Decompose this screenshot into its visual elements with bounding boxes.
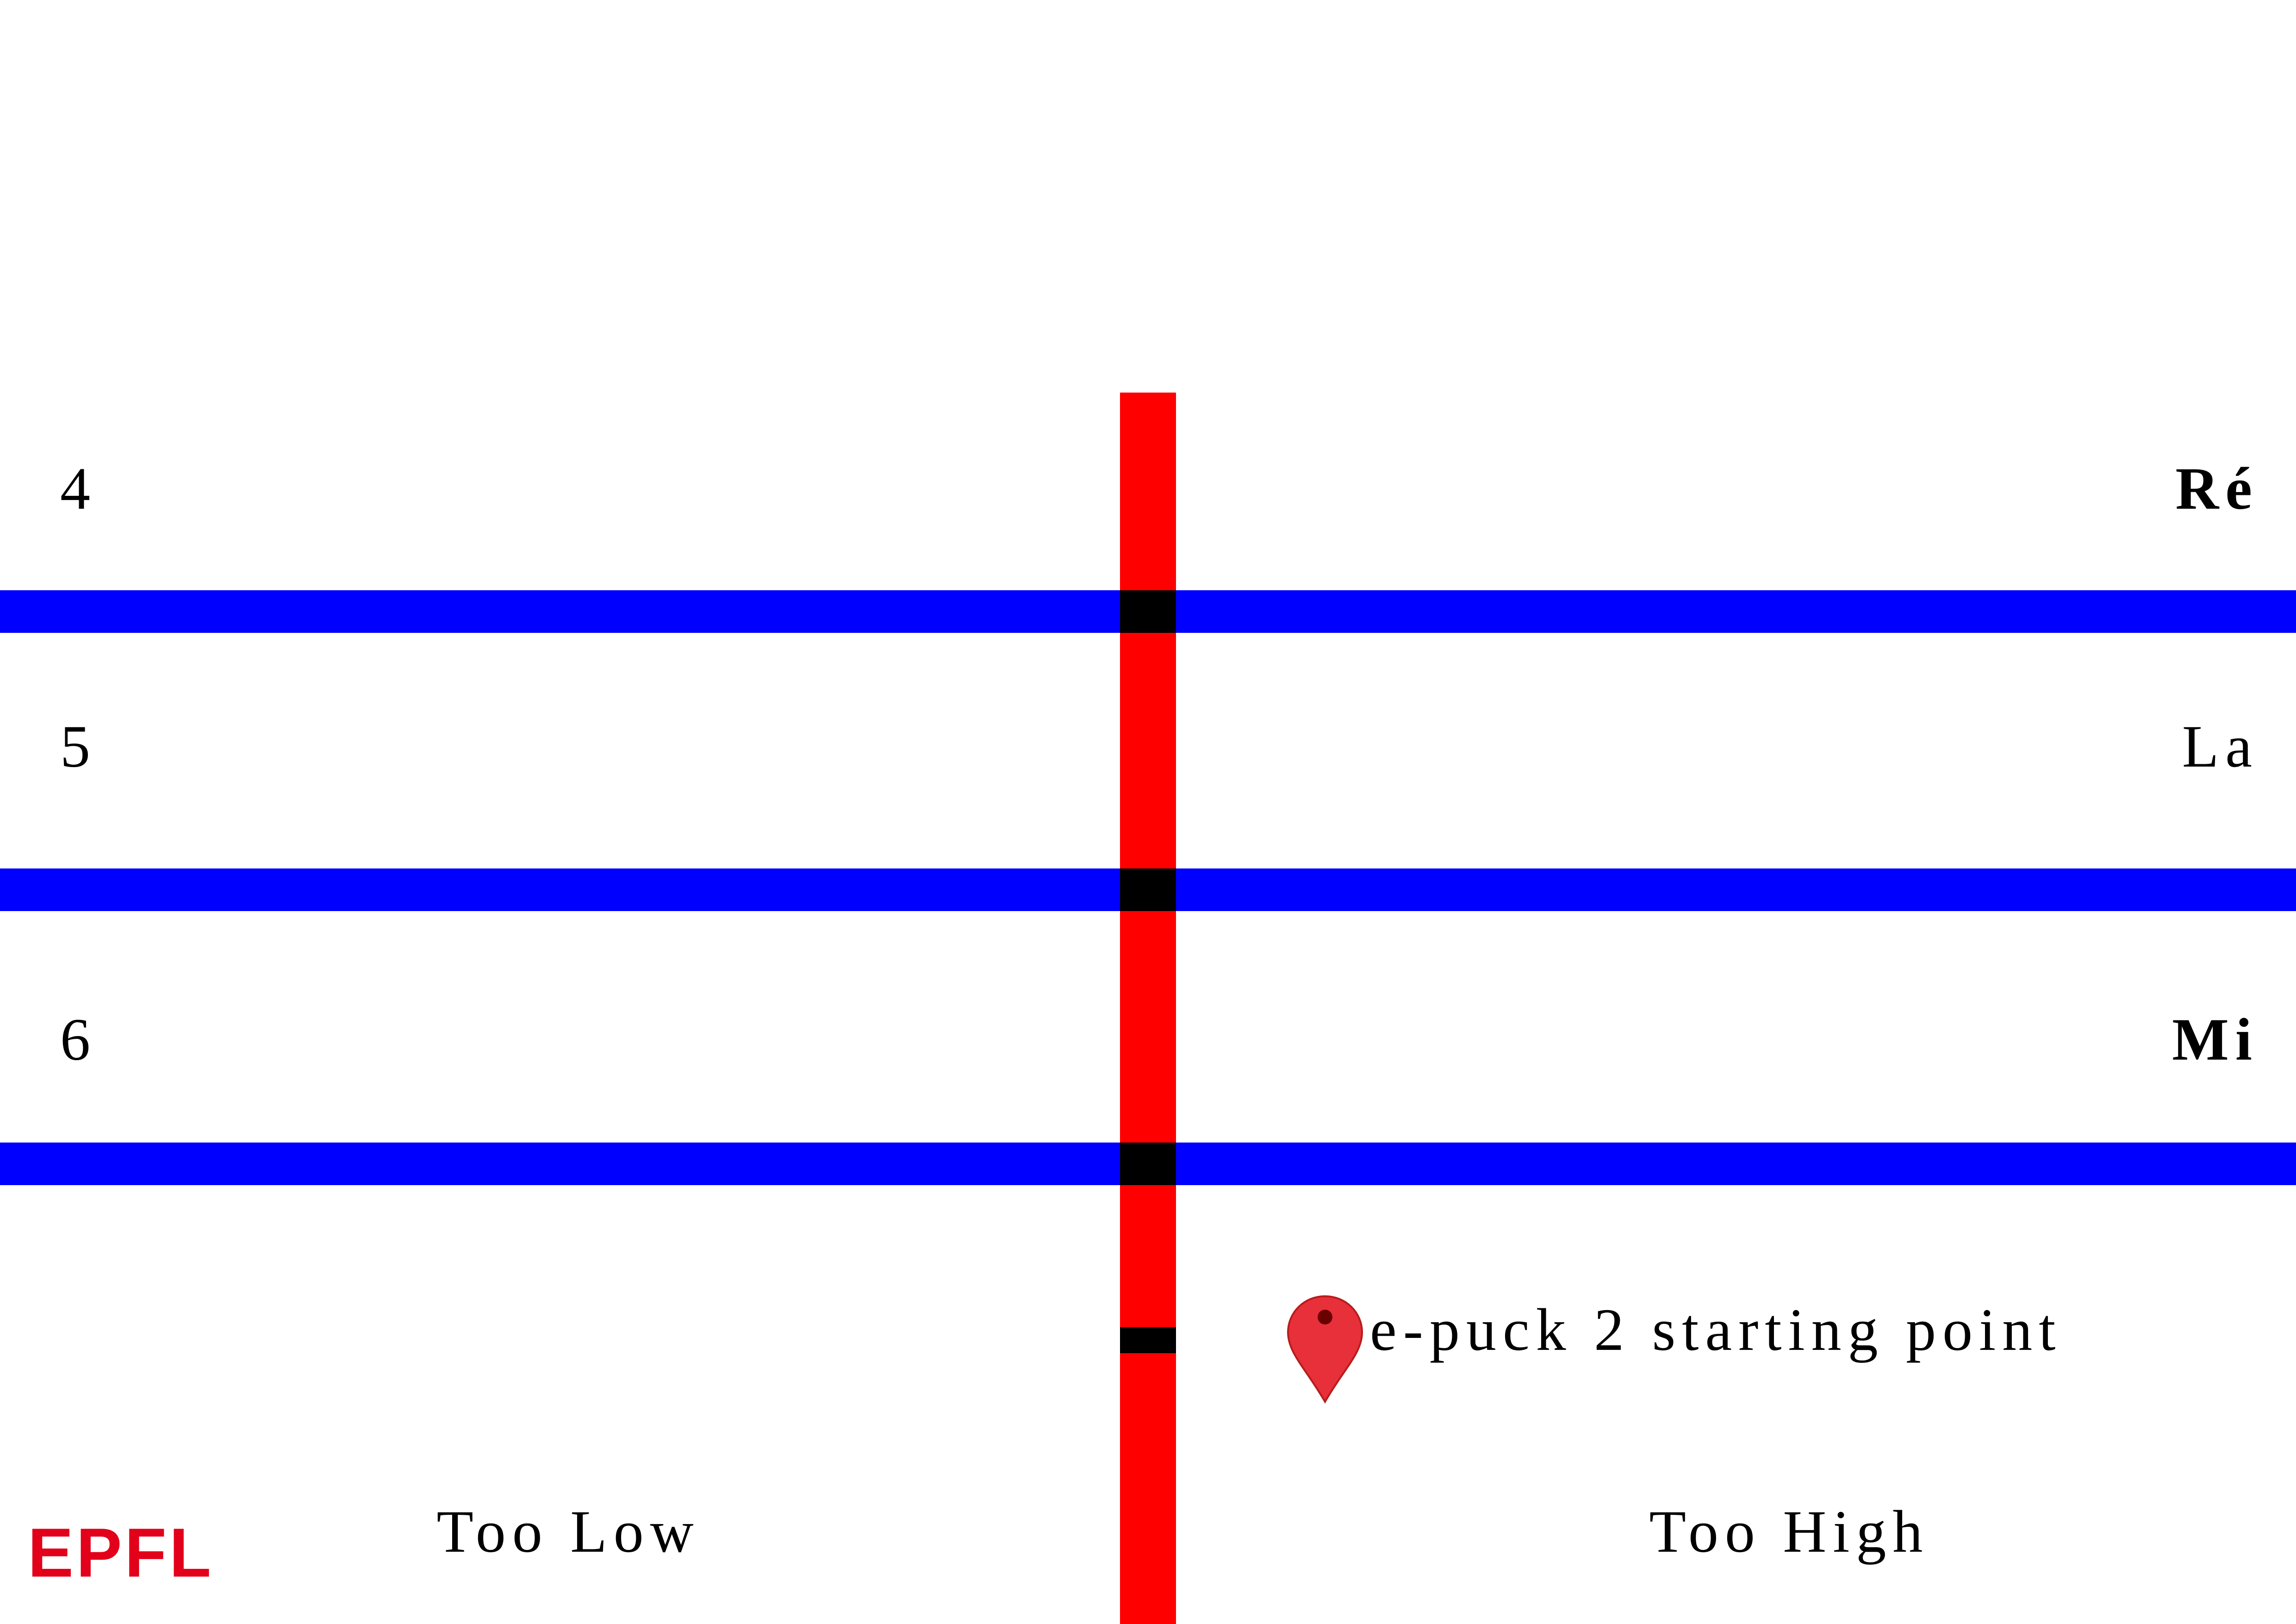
row-number: 4: [60, 456, 90, 522]
start-marker: [1120, 1327, 1176, 1353]
zone-label: Too Low: [436, 1499, 700, 1565]
red-track: [1120, 393, 1176, 1624]
row-number: 5: [60, 713, 90, 780]
zone-label: Too High: [1649, 1499, 1929, 1565]
note-name: Mi: [2172, 1006, 2259, 1073]
note-name: Ré: [2175, 456, 2259, 522]
intersection-marker: [1120, 1143, 1176, 1185]
row-number: 6: [60, 1006, 90, 1073]
map-pin: [1287, 1295, 1363, 1404]
intersection-marker: [1120, 868, 1176, 911]
note-name: La: [2182, 713, 2259, 780]
start-label: e-puck 2 starting point: [1370, 1297, 2062, 1363]
intersection-marker: [1120, 590, 1176, 633]
logo: EPFL: [28, 1514, 214, 1592]
